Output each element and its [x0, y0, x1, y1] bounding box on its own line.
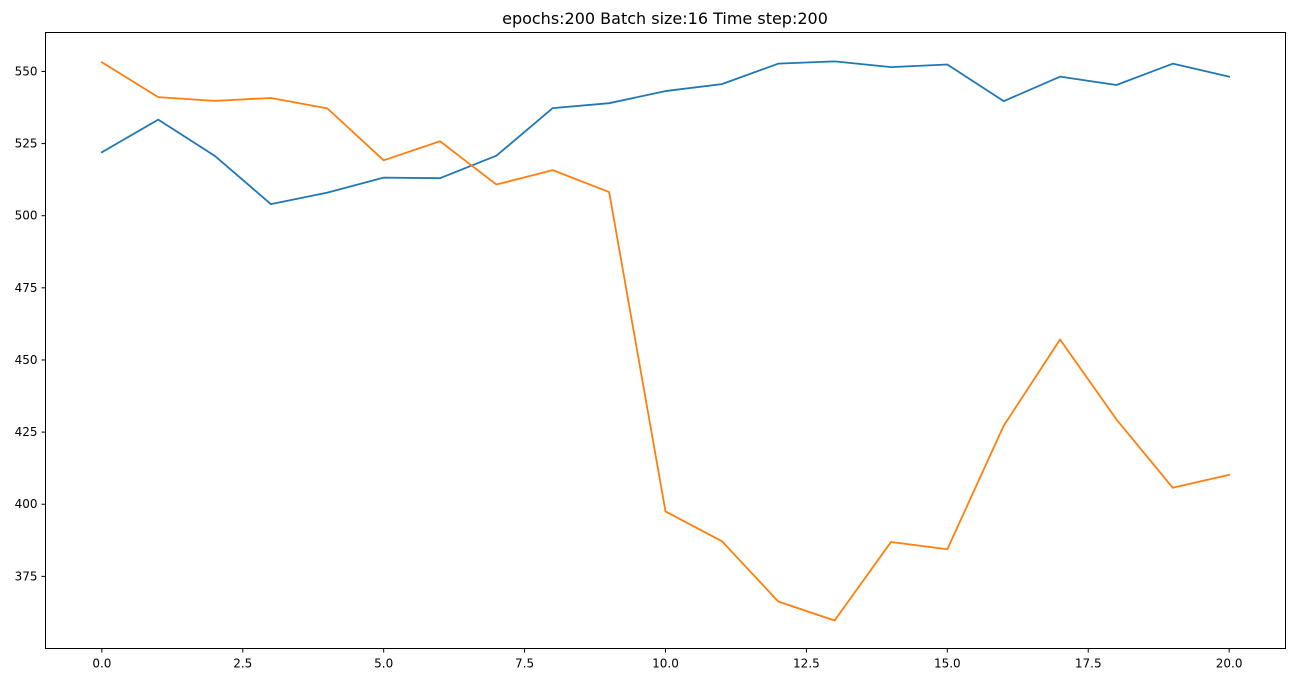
y-tick-label: 550 — [15, 64, 38, 78]
series-line-2 — [100, 60, 1231, 622]
x-tick-label: 15.0 — [934, 657, 961, 671]
plot-frame — [45, 32, 1286, 649]
x-tick-label: 0.0 — [92, 657, 111, 671]
x-tick-label: 10.0 — [652, 657, 679, 671]
x-axis: 0.0 2.5 5.0 7.5 10.0 12.5 15.0 17.5 20.0 — [92, 648, 1243, 671]
x-tick-label: 12.5 — [793, 657, 820, 671]
series-line-1 — [100, 60, 1231, 206]
x-tick-label: 5.0 — [374, 657, 393, 671]
x-tick-label: 2.5 — [233, 657, 252, 671]
y-tick-label: 525 — [15, 137, 38, 151]
x-tick-label: 20.0 — [1216, 657, 1243, 671]
x-tick-label: 7.5 — [515, 657, 534, 671]
y-tick-label: 400 — [15, 497, 38, 511]
chart-title: epochs:200 Batch size:16 Time step:200 — [502, 9, 828, 28]
y-tick-label: 425 — [15, 425, 38, 439]
y-tick-label: 475 — [15, 281, 38, 295]
y-tick-label: 450 — [15, 353, 38, 367]
y-tick-label: 500 — [15, 209, 38, 223]
series-lines — [100, 60, 1231, 622]
y-tick-label: 375 — [15, 569, 38, 583]
y-axis: 375 400 425 450 475 500 525 550 — [15, 64, 46, 583]
x-tick-label: 17.5 — [1075, 657, 1102, 671]
